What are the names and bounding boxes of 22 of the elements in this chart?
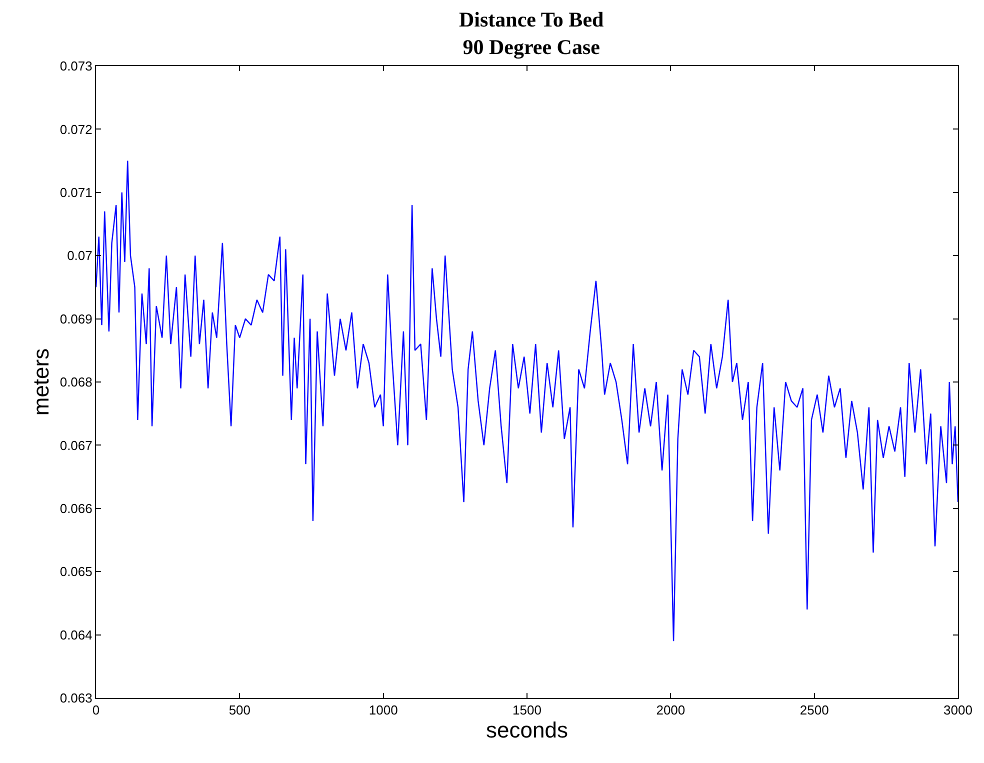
x-tick-label: 3000 [944,702,972,718]
y-tick-label: 0.068 [60,374,92,390]
x-tick-label: 1500 [512,702,542,718]
y-tick-label: 0.067 [60,438,92,453]
x-axis-title: seconds [486,718,568,743]
y-axis-title: meters [28,348,54,416]
x-tick-label: 0 [92,702,100,718]
x-tick-label: 2000 [656,702,686,718]
x-tick-label: 1000 [368,702,398,718]
line-series [96,160,958,642]
y-tick-label: 0.065 [60,564,92,580]
y-tick-label: 0.072 [60,122,92,137]
y-tick-label: 0.066 [60,500,92,516]
y-tick-label: 0.064 [60,627,92,642]
chart-title: Distance To Bed 90 Degree Case [459,8,604,60]
y-tick-label: 0.063 [60,690,92,706]
x-tick-label: 500 [228,702,251,718]
y-tick-label: 0.069 [60,311,92,326]
y-tick-label: 0.071 [60,184,92,200]
y-tick-label: 0.07 [67,248,92,264]
y-tick-label: 0.073 [60,58,92,74]
x-tick-label: 2500 [800,702,829,718]
